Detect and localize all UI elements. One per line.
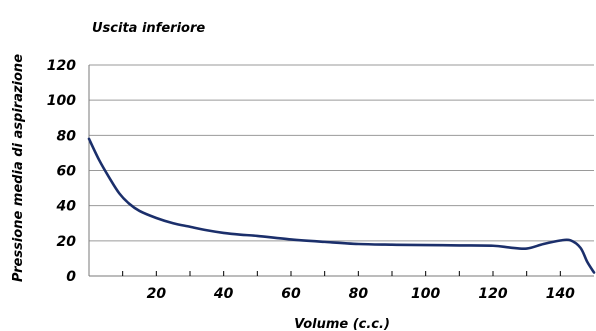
x-tick-label: 20 xyxy=(147,286,167,302)
x-tick-label: 40 xyxy=(213,286,234,302)
ticks xyxy=(122,271,561,276)
y-tick-label: 100 xyxy=(47,93,76,109)
x-axis-label: Volume (c.c.) xyxy=(294,317,390,331)
x-tick-label: 60 xyxy=(281,286,301,302)
series-line xyxy=(87,137,596,274)
x-tick-label: 120 xyxy=(478,286,507,302)
x-tick-label: 140 xyxy=(546,286,575,302)
axes xyxy=(88,65,594,277)
y-tick-label: 60 xyxy=(57,164,77,180)
tick-labels: 0 20 40 60 80 100 120 20 40 60 80 100 120 140 xyxy=(47,58,575,302)
x-tick-label: 100 xyxy=(411,286,440,302)
y-tick-label: 80 xyxy=(57,128,77,144)
y-tick-label: 20 xyxy=(57,234,77,250)
y-axis-label: Pressione media di aspirazione xyxy=(11,54,26,282)
y-tick-label: 0 xyxy=(66,269,76,285)
y-tick-label: 40 xyxy=(56,199,77,215)
y-tick-label: 120 xyxy=(47,58,76,74)
x-tick-label: 80 xyxy=(349,286,369,302)
gridlines xyxy=(89,64,594,242)
chart-title: Uscita inferiore xyxy=(92,21,205,36)
